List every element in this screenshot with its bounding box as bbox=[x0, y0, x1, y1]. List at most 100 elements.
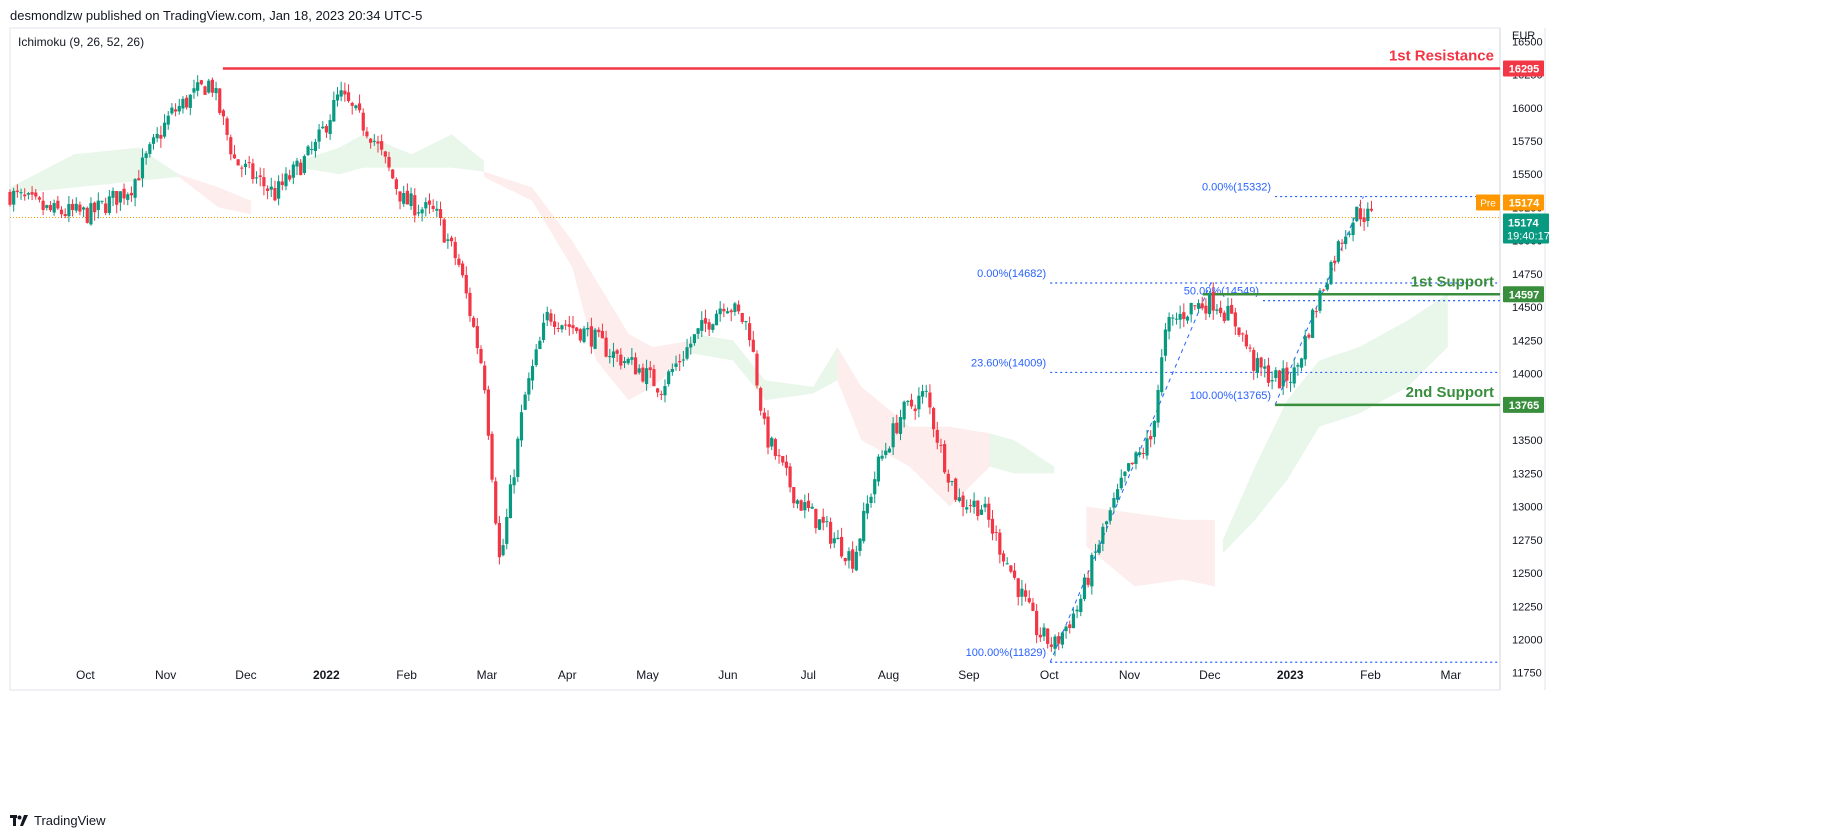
x-tick-label: Dec bbox=[1199, 668, 1220, 682]
candle-body bbox=[615, 350, 619, 354]
candle-body bbox=[497, 522, 501, 558]
candle-body bbox=[424, 202, 428, 209]
fib-level-label: 0.00%(14682) bbox=[977, 268, 1046, 280]
resistance-label: 1st Resistance bbox=[1389, 48, 1494, 65]
candle-body bbox=[173, 109, 178, 112]
candle-body bbox=[1340, 242, 1344, 244]
candle-body bbox=[240, 167, 244, 169]
last-price-badge[interactable] bbox=[1503, 213, 1549, 244]
candle-body bbox=[365, 131, 369, 137]
candle-body bbox=[140, 157, 145, 179]
candle-body bbox=[115, 191, 119, 205]
tradingview-brand[interactable]: TradingView bbox=[10, 813, 106, 828]
candle-body bbox=[880, 455, 884, 459]
candle-body bbox=[736, 304, 741, 312]
candle-body bbox=[674, 363, 678, 367]
indicator-legend[interactable]: Ichimoku (9, 26, 52, 26) bbox=[18, 35, 145, 49]
candle-body bbox=[681, 359, 685, 361]
candle-body bbox=[81, 207, 86, 210]
candle-body bbox=[129, 192, 134, 196]
candle-body bbox=[593, 329, 597, 349]
candle-body bbox=[935, 429, 939, 443]
candle-body bbox=[343, 90, 347, 95]
candle-body bbox=[909, 399, 914, 407]
candle-body bbox=[1182, 312, 1186, 320]
candle-body bbox=[748, 323, 752, 341]
candle-body bbox=[196, 82, 200, 91]
candle-body bbox=[1145, 438, 1149, 456]
candle-body bbox=[1237, 327, 1241, 336]
support-price-badge[interactable] bbox=[1503, 396, 1544, 413]
candle-body bbox=[854, 551, 858, 571]
candle-body bbox=[729, 310, 733, 313]
x-tick-label: May bbox=[636, 668, 659, 682]
support-price-badge[interactable] bbox=[1503, 286, 1544, 303]
candle-body bbox=[133, 179, 137, 198]
plot-frame bbox=[9, 27, 1501, 691]
x-tick-label: Apr bbox=[558, 668, 577, 682]
candle-body bbox=[148, 144, 152, 154]
candle-body bbox=[1090, 554, 1094, 587]
candle-body bbox=[1311, 309, 1315, 338]
candle-body bbox=[700, 320, 704, 331]
pre-market-price-badge[interactable] bbox=[1503, 194, 1544, 211]
candle-body bbox=[1038, 634, 1042, 638]
y-tick-label: 13250 bbox=[1512, 468, 1543, 480]
candle-body bbox=[328, 120, 332, 135]
candle-body bbox=[1005, 563, 1009, 565]
candle-body bbox=[332, 99, 336, 122]
candle-body bbox=[781, 456, 785, 463]
candle-body bbox=[321, 126, 325, 129]
candle-body bbox=[755, 353, 759, 386]
candle-body bbox=[63, 214, 67, 217]
candle-body bbox=[1303, 336, 1307, 360]
candle-body bbox=[313, 141, 318, 151]
candle-body bbox=[104, 203, 108, 213]
candle-body bbox=[1266, 365, 1271, 383]
fib-trend-line[interactable] bbox=[1049, 282, 1212, 663]
candle-body bbox=[236, 159, 240, 166]
candle-body bbox=[1296, 365, 1300, 367]
candle-body bbox=[1285, 367, 1289, 381]
y-tick-label: 11750 bbox=[1512, 668, 1542, 680]
candle-body bbox=[898, 417, 903, 434]
candle-body bbox=[229, 137, 233, 155]
candle-body bbox=[1152, 421, 1156, 437]
candle-body bbox=[733, 303, 737, 312]
x-tick-label: Oct bbox=[76, 668, 95, 682]
candle-body bbox=[828, 521, 833, 544]
candle-body bbox=[740, 312, 744, 323]
candle-body bbox=[93, 202, 97, 213]
candle-body bbox=[284, 173, 288, 187]
candle-body bbox=[1189, 302, 1193, 315]
resistance-price-badge[interactable] bbox=[1503, 60, 1544, 77]
pre-market-tag[interactable] bbox=[1476, 194, 1500, 211]
candle-body bbox=[858, 538, 862, 551]
candle-body bbox=[501, 545, 505, 556]
candle-body bbox=[1233, 312, 1237, 327]
candle-body bbox=[107, 196, 111, 214]
candle-body bbox=[1288, 381, 1293, 383]
candle-body bbox=[295, 160, 299, 167]
candle-body bbox=[810, 506, 814, 509]
candle-body bbox=[188, 94, 192, 108]
ichimoku-cloud-down bbox=[1086, 506, 1215, 587]
candle-body bbox=[210, 79, 214, 93]
candle-body bbox=[564, 324, 568, 326]
ichimoku-cloud-down bbox=[837, 347, 990, 507]
candle-body bbox=[387, 156, 391, 168]
candle-body bbox=[608, 356, 612, 358]
candle-body bbox=[806, 500, 811, 509]
candle-body bbox=[1042, 627, 1046, 637]
candle-body bbox=[335, 94, 340, 101]
candle-body bbox=[725, 311, 730, 314]
candle-body bbox=[306, 146, 310, 156]
candle-body bbox=[317, 129, 321, 142]
candle-body bbox=[788, 466, 792, 488]
candle-body bbox=[865, 503, 869, 514]
candle-body bbox=[567, 324, 571, 327]
y-tick-label: 16500 bbox=[1512, 36, 1543, 48]
candle-body bbox=[12, 190, 16, 205]
brand-name: TradingView bbox=[34, 813, 106, 828]
